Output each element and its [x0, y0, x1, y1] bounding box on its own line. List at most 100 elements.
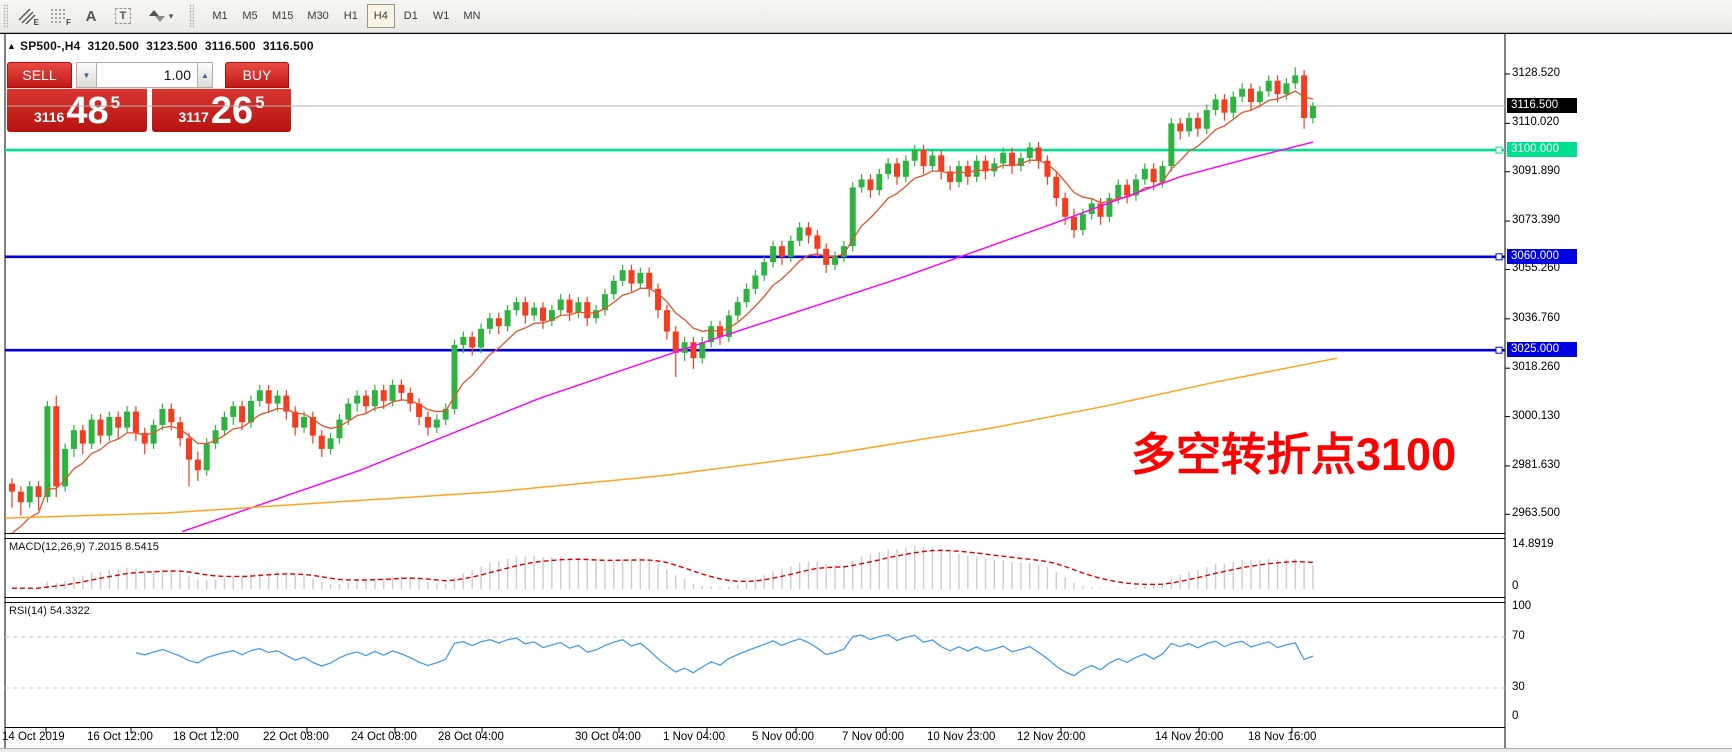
candle-body	[593, 310, 600, 319]
tf-d1[interactable]: D1	[397, 4, 425, 28]
toolbar-grip[interactable]	[3, 4, 8, 28]
date-tick-label: 18 Nov 16:00	[1248, 731, 1317, 743]
candle-body	[513, 302, 520, 311]
date-tick-label: 16 Oct 12:00	[87, 731, 153, 743]
candle-body	[548, 310, 555, 321]
candle-body	[150, 424, 157, 444]
date-tick-label: 22 Oct 08:00	[263, 731, 329, 743]
price-tick-label: 3128.520	[1512, 67, 1560, 79]
candle-body	[805, 227, 812, 236]
candle-body	[97, 419, 104, 436]
candle-body	[725, 315, 732, 337]
candle-body	[540, 307, 546, 321]
hline-handle[interactable]	[1495, 146, 1503, 154]
sell-price-box[interactable]: 3116 48 5	[7, 88, 147, 132]
candle-body	[610, 280, 617, 295]
tf-w1[interactable]: W1	[427, 4, 456, 28]
date-tick-label: 14 Nov 20:00	[1155, 731, 1224, 743]
candle-body	[1017, 158, 1024, 167]
ma-mid-line	[181, 141, 1314, 533]
chart-annotation-text[interactable]: 多空转折点3100	[1131, 429, 1457, 480]
candle-body	[159, 408, 166, 425]
tf-m30[interactable]: M30	[301, 4, 334, 28]
toolbar: E F A T ▾ M1 M5 M15 M30 H1 H4 D1 W1 MN	[0, 0, 1732, 33]
text-icon[interactable]: A	[76, 3, 106, 29]
candle-body	[9, 483, 15, 492]
equidistant-channel-glyph	[18, 8, 36, 25]
tf-m1[interactable]: M1	[206, 4, 234, 28]
candle-body	[575, 302, 582, 313]
tf-mn[interactable]: MN	[457, 4, 486, 28]
candle-body	[309, 416, 316, 436]
candle-body	[1053, 176, 1060, 199]
rsi-axis-0: 0	[1512, 710, 1519, 722]
buy-button[interactable]: BUY	[225, 62, 289, 88]
candle-body	[814, 235, 821, 249]
candle-body	[247, 400, 254, 423]
equidistant-channel-icon[interactable]: E	[12, 3, 42, 29]
timeframe-group: M1 M5 M15 M30 H1 H4 D1 W1 MN	[205, 4, 487, 28]
candle-body	[1026, 147, 1033, 159]
candle-body	[442, 408, 449, 420]
candle-body	[141, 432, 148, 444]
price-tick-label: 2981.630	[1512, 459, 1560, 471]
candle-body	[1177, 123, 1184, 132]
candle-body	[531, 307, 538, 316]
fibonacci-retracement-icon[interactable]: F	[44, 3, 74, 29]
date-tick-label: 10 Nov 23:00	[927, 731, 996, 743]
candle-body	[858, 179, 865, 188]
candle-body	[35, 486, 42, 497]
candle-body	[398, 384, 405, 393]
candle-body	[902, 160, 909, 177]
volume-decrement-button[interactable]: ▼	[76, 62, 97, 88]
candle-body	[186, 438, 192, 460]
candle-body	[1292, 75, 1299, 84]
volume-increment-button[interactable]: ▲	[197, 62, 213, 88]
candle-body	[256, 390, 263, 401]
rsi-name: RSI(14)	[9, 605, 47, 617]
candle-body	[1035, 147, 1042, 161]
sell-button[interactable]: SELL	[7, 62, 72, 88]
candle-body	[982, 160, 989, 172]
candle-body	[371, 390, 378, 407]
tf-m5[interactable]: M5	[236, 4, 264, 28]
candle-body	[389, 384, 396, 401]
sell-price-sup: 5	[110, 92, 121, 112]
chart-title: SP500-,H4 3120.500 3123.500 3116.500 3116.50…	[20, 39, 321, 53]
candle-body	[212, 430, 219, 444]
tf-m15[interactable]: M15	[266, 4, 299, 28]
price-tick-label: 3000.130	[1512, 410, 1560, 422]
arrows-icon[interactable]: ▾	[140, 3, 182, 29]
date-tick-label: 24 Oct 08:00	[351, 731, 417, 743]
candle-body	[1071, 216, 1077, 231]
candle-body	[106, 416, 113, 436]
candle-body	[796, 227, 803, 241]
one-click-collapse-icon[interactable]: ▲	[7, 41, 16, 51]
tf-h4[interactable]: H4	[366, 4, 395, 28]
toolbar-grip[interactable]	[189, 4, 194, 28]
candle-body	[460, 336, 467, 345]
sell-price-big: 48	[66, 89, 109, 132]
hline-handle[interactable]	[1495, 253, 1503, 261]
candle-body	[265, 390, 272, 404]
candle-body	[1221, 99, 1228, 113]
tf-h1[interactable]: H1	[337, 4, 365, 28]
candle-body	[840, 246, 847, 257]
volume-input[interactable]	[97, 62, 197, 88]
text-label-icon[interactable]: T	[108, 3, 138, 29]
candle-body	[867, 179, 874, 191]
ohlc-close: 3116.500	[262, 39, 314, 53]
candle-body	[1132, 179, 1139, 196]
candle-body	[1265, 80, 1272, 92]
date-tick-label: 30 Oct 04:00	[575, 731, 641, 743]
candle-body	[504, 310, 511, 327]
chevron-down-icon: ▾	[168, 10, 174, 21]
candle-body	[1097, 203, 1104, 217]
price-tick-label: 3036.760	[1512, 312, 1560, 324]
candle-body	[832, 256, 839, 265]
ma-slow-line	[5, 357, 1338, 519]
candle-body	[973, 160, 980, 177]
hline-handle[interactable]	[1495, 346, 1503, 354]
buy-price-box[interactable]: 3117 26 5	[152, 88, 291, 132]
